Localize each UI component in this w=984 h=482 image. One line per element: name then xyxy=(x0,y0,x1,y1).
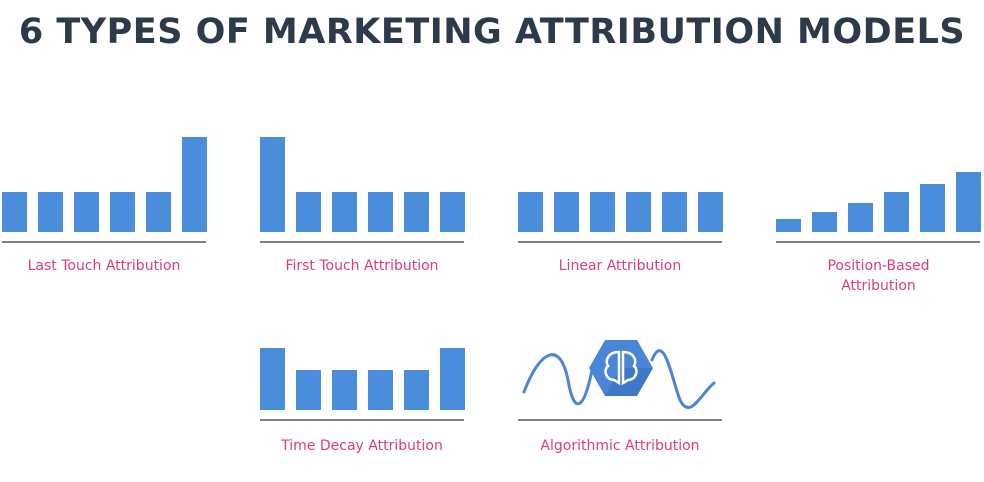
illustration-bar xyxy=(296,370,321,410)
illustration-bar xyxy=(332,370,357,410)
illustration-bar xyxy=(404,192,429,232)
wave-line xyxy=(522,349,716,409)
model-label: Last Touch Attribution xyxy=(27,258,181,274)
illustration-bar xyxy=(518,192,543,232)
illustration-bar xyxy=(776,219,801,232)
title: 6 TYPES OF MARKETING ATTRIBUTION MODELS xyxy=(18,12,966,52)
illustration-bar xyxy=(884,192,909,232)
illustration-bar xyxy=(812,212,837,232)
illustration-bar xyxy=(260,137,285,232)
illustration-bar xyxy=(848,203,873,232)
illustration-bar xyxy=(956,172,981,232)
baselines xyxy=(2,241,980,421)
illustration-bar xyxy=(368,370,393,410)
illustration-bar xyxy=(38,192,63,232)
illustration-bar xyxy=(404,370,429,410)
illustration-bar xyxy=(440,192,465,232)
model-label: Time Decay Attribution xyxy=(281,438,443,454)
illustration-bar xyxy=(296,192,321,232)
illustration-bar xyxy=(590,192,615,232)
ai-icon-shade xyxy=(605,368,653,396)
illustration-bar xyxy=(2,192,27,232)
illustration-bar xyxy=(146,192,171,232)
illustration-bar xyxy=(440,348,465,410)
illustration-bar xyxy=(332,192,357,232)
illustration-bar xyxy=(110,192,135,232)
illustration-bar xyxy=(368,192,393,232)
illustration-bar xyxy=(626,192,651,232)
illustration-bar xyxy=(920,184,945,232)
illustration-bar xyxy=(662,192,687,232)
illustration-bar xyxy=(182,137,207,232)
model-label: First Touch Attribution xyxy=(285,258,439,274)
bar-groups xyxy=(2,137,981,410)
model-label: Linear Attribution xyxy=(558,258,682,274)
illustration-bar xyxy=(554,192,579,232)
illustration-bar xyxy=(698,192,723,232)
model-label: Algorithmic Attribution xyxy=(540,438,700,454)
illustration-bar xyxy=(260,348,285,410)
model-label: Position-Based Attribution xyxy=(827,258,930,294)
illustration-bar xyxy=(74,192,99,232)
brain-icon xyxy=(604,350,638,386)
